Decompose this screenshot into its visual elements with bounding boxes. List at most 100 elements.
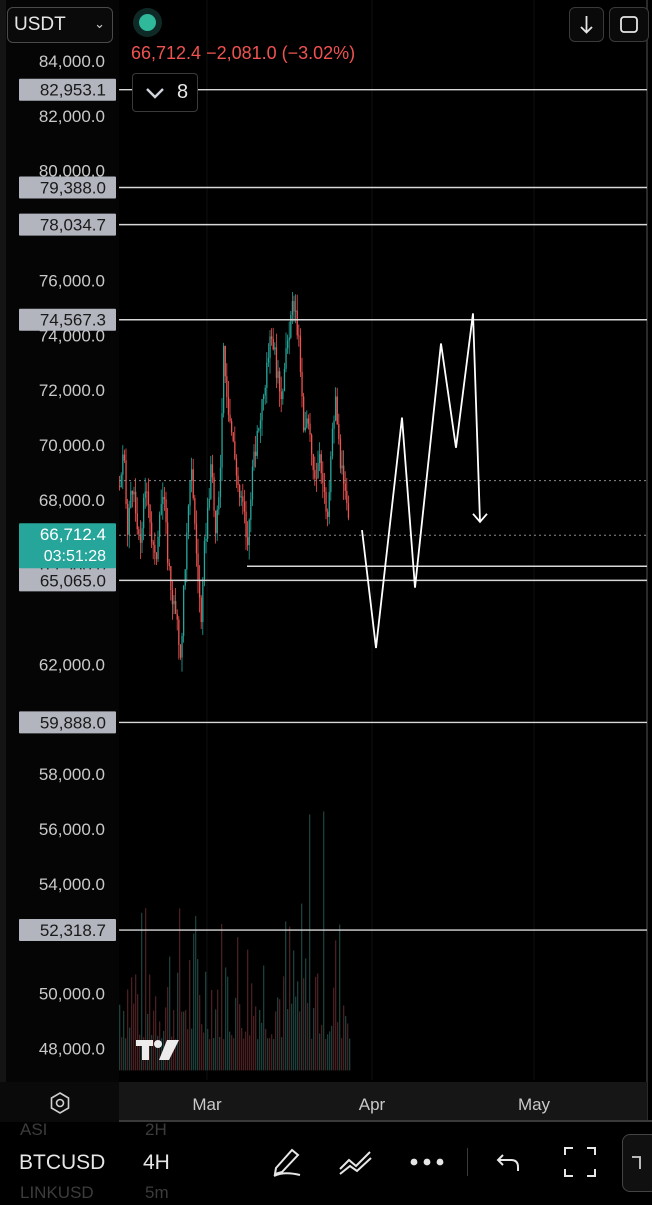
candle-body xyxy=(120,474,122,488)
candle-body xyxy=(331,428,334,457)
volume-bar xyxy=(325,1038,327,1071)
x-tick-label: May xyxy=(518,1095,551,1114)
candle-body xyxy=(239,484,241,498)
candle-body xyxy=(323,482,326,492)
volume-bar xyxy=(137,994,139,1071)
level-label-text: 79,388.0 xyxy=(40,179,106,198)
candle-body xyxy=(184,569,186,586)
candle-body xyxy=(282,391,284,400)
volume-bar xyxy=(275,1011,277,1071)
candle-body xyxy=(322,473,324,483)
volume-bar xyxy=(197,959,199,1071)
currency-select[interactable]: USDT ⌄ xyxy=(7,7,113,43)
volume-bar xyxy=(323,811,325,1071)
candle-body xyxy=(285,348,287,369)
volume-bar xyxy=(247,949,249,1071)
side-panel-handle[interactable] xyxy=(622,1134,652,1192)
settings-gear-icon[interactable] xyxy=(48,1091,72,1115)
volume-bar xyxy=(267,1038,269,1071)
candle-body xyxy=(247,537,249,546)
candle-body xyxy=(122,454,124,475)
volume-bar xyxy=(119,1004,121,1071)
fullscreen-button[interactable] xyxy=(609,7,649,42)
screenshot-frame-icon[interactable] xyxy=(563,1145,597,1179)
candle-body xyxy=(119,486,121,488)
candle-body xyxy=(263,395,265,400)
candle-body xyxy=(271,336,273,339)
volume-bar xyxy=(193,933,195,1071)
volume-bar xyxy=(327,1034,329,1071)
level-label-text: 65,065.0 xyxy=(40,571,106,590)
candle-body xyxy=(328,492,330,517)
tradingview-logo-icon xyxy=(136,1040,179,1060)
volume-bar xyxy=(127,989,129,1071)
volume-bar xyxy=(205,971,207,1071)
candle-body xyxy=(216,509,218,534)
more-options-icon[interactable] xyxy=(409,1157,445,1167)
candle-body xyxy=(325,491,327,512)
symbol-selector[interactable]: BTCUSD xyxy=(19,1151,106,1174)
volume-bar xyxy=(229,1031,231,1071)
line-tools-icon[interactable] xyxy=(337,1147,375,1177)
volume-bar xyxy=(199,995,201,1071)
volume-bar xyxy=(211,989,213,1071)
y-tick-label: 74,000.0 xyxy=(39,326,105,345)
level-label-text: 59,888.0 xyxy=(40,713,106,732)
projection-drawing-line xyxy=(361,313,481,649)
volume-bar xyxy=(225,967,227,1071)
candle-body xyxy=(343,465,345,484)
indicators-toggle-button[interactable]: 8 xyxy=(132,73,198,112)
volume-bar xyxy=(217,989,219,1071)
candle-body xyxy=(136,513,138,530)
level-label-badge xyxy=(19,78,116,101)
volume-bar xyxy=(169,956,171,1071)
candle-body xyxy=(311,434,313,455)
download-button[interactable] xyxy=(569,7,604,42)
volume-bar xyxy=(321,1024,323,1071)
volume-bar xyxy=(329,1031,331,1071)
volume-bar xyxy=(253,1015,255,1071)
volume-bar xyxy=(133,1003,135,1071)
candle-body xyxy=(191,469,193,482)
candle-body xyxy=(232,432,234,442)
candle-body xyxy=(160,504,162,515)
candle-body xyxy=(288,337,290,341)
arrow-down-icon xyxy=(580,16,593,34)
candle-body xyxy=(266,362,268,388)
drawing-pen-icon[interactable] xyxy=(270,1144,304,1178)
candle-body xyxy=(253,451,255,467)
candle-body xyxy=(224,345,226,377)
candle-body xyxy=(167,522,169,563)
candle-body xyxy=(319,454,321,464)
volume-bar xyxy=(121,1037,123,1071)
volume-bar xyxy=(315,976,317,1071)
candle-body xyxy=(237,475,239,485)
candle-body xyxy=(195,523,198,554)
undo-icon[interactable] xyxy=(495,1149,523,1175)
volume-bar xyxy=(215,1009,217,1071)
candle-body xyxy=(141,528,143,543)
volume-bar xyxy=(123,1011,125,1071)
candle-body xyxy=(203,540,206,580)
candle-body xyxy=(208,498,210,508)
volume-bar xyxy=(335,940,337,1071)
candle-body xyxy=(283,368,286,392)
volume-bar xyxy=(307,1003,309,1071)
fullscreen-icon xyxy=(620,16,638,33)
candle-body xyxy=(338,424,340,440)
candle-body xyxy=(269,336,271,358)
candle-body xyxy=(256,430,258,456)
candle-body xyxy=(157,536,159,560)
volume-bar xyxy=(175,1038,177,1071)
candle-body xyxy=(295,310,297,312)
level-label-badge xyxy=(19,308,116,331)
interval-selector[interactable]: 4H xyxy=(143,1151,170,1174)
volume-bar xyxy=(157,1035,159,1071)
y-tick-label: 80,000.0 xyxy=(39,162,105,181)
candle-body xyxy=(330,456,332,493)
candle-body xyxy=(187,505,190,533)
candle-body xyxy=(147,491,150,505)
candle-body xyxy=(207,507,209,539)
